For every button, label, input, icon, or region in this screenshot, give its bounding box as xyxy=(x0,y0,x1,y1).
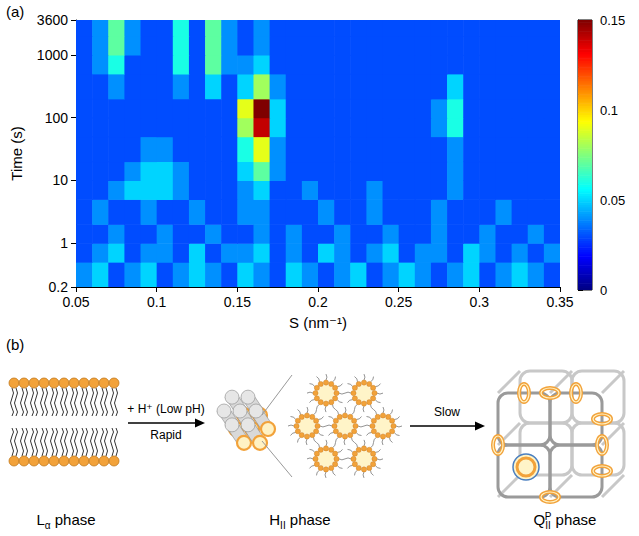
svg-text:(b): (b) xyxy=(6,336,24,353)
svg-text:0.25: 0.25 xyxy=(385,294,412,310)
svg-text:100: 100 xyxy=(45,110,69,126)
svg-text:0.1: 0.1 xyxy=(600,103,618,118)
svg-text:0.05: 0.05 xyxy=(600,193,625,208)
svg-text:0.3: 0.3 xyxy=(470,294,490,310)
svg-text:0.2: 0.2 xyxy=(49,279,69,295)
svg-text:S (nm⁻¹): S (nm⁻¹) xyxy=(289,314,347,331)
svg-text:0.35: 0.35 xyxy=(546,294,573,310)
svg-text:0.15: 0.15 xyxy=(600,13,625,28)
svg-text:+ H⁺ (Low pH): + H⁺ (Low pH) xyxy=(127,402,204,416)
svg-text:Lα phase: Lα phase xyxy=(36,511,95,531)
svg-text:0.1: 0.1 xyxy=(147,294,167,310)
svg-text:0.15: 0.15 xyxy=(224,294,251,310)
svg-text:10: 10 xyxy=(52,172,68,188)
svg-text:3600: 3600 xyxy=(37,12,68,28)
svg-text:Rapid: Rapid xyxy=(150,428,181,442)
svg-text:(a): (a) xyxy=(6,3,24,20)
svg-text:Time (s): Time (s) xyxy=(8,126,25,180)
svg-text:1: 1 xyxy=(60,235,68,251)
svg-text:0.2: 0.2 xyxy=(308,294,328,310)
svg-text:0: 0 xyxy=(600,283,607,298)
svg-text:0.05: 0.05 xyxy=(62,294,89,310)
svg-text:1000: 1000 xyxy=(37,47,68,63)
svg-text:Slow: Slow xyxy=(434,405,460,419)
svg-text:QIIP phase: QIIP phase xyxy=(534,511,597,531)
svg-text:HII phase: HII phase xyxy=(269,511,330,531)
